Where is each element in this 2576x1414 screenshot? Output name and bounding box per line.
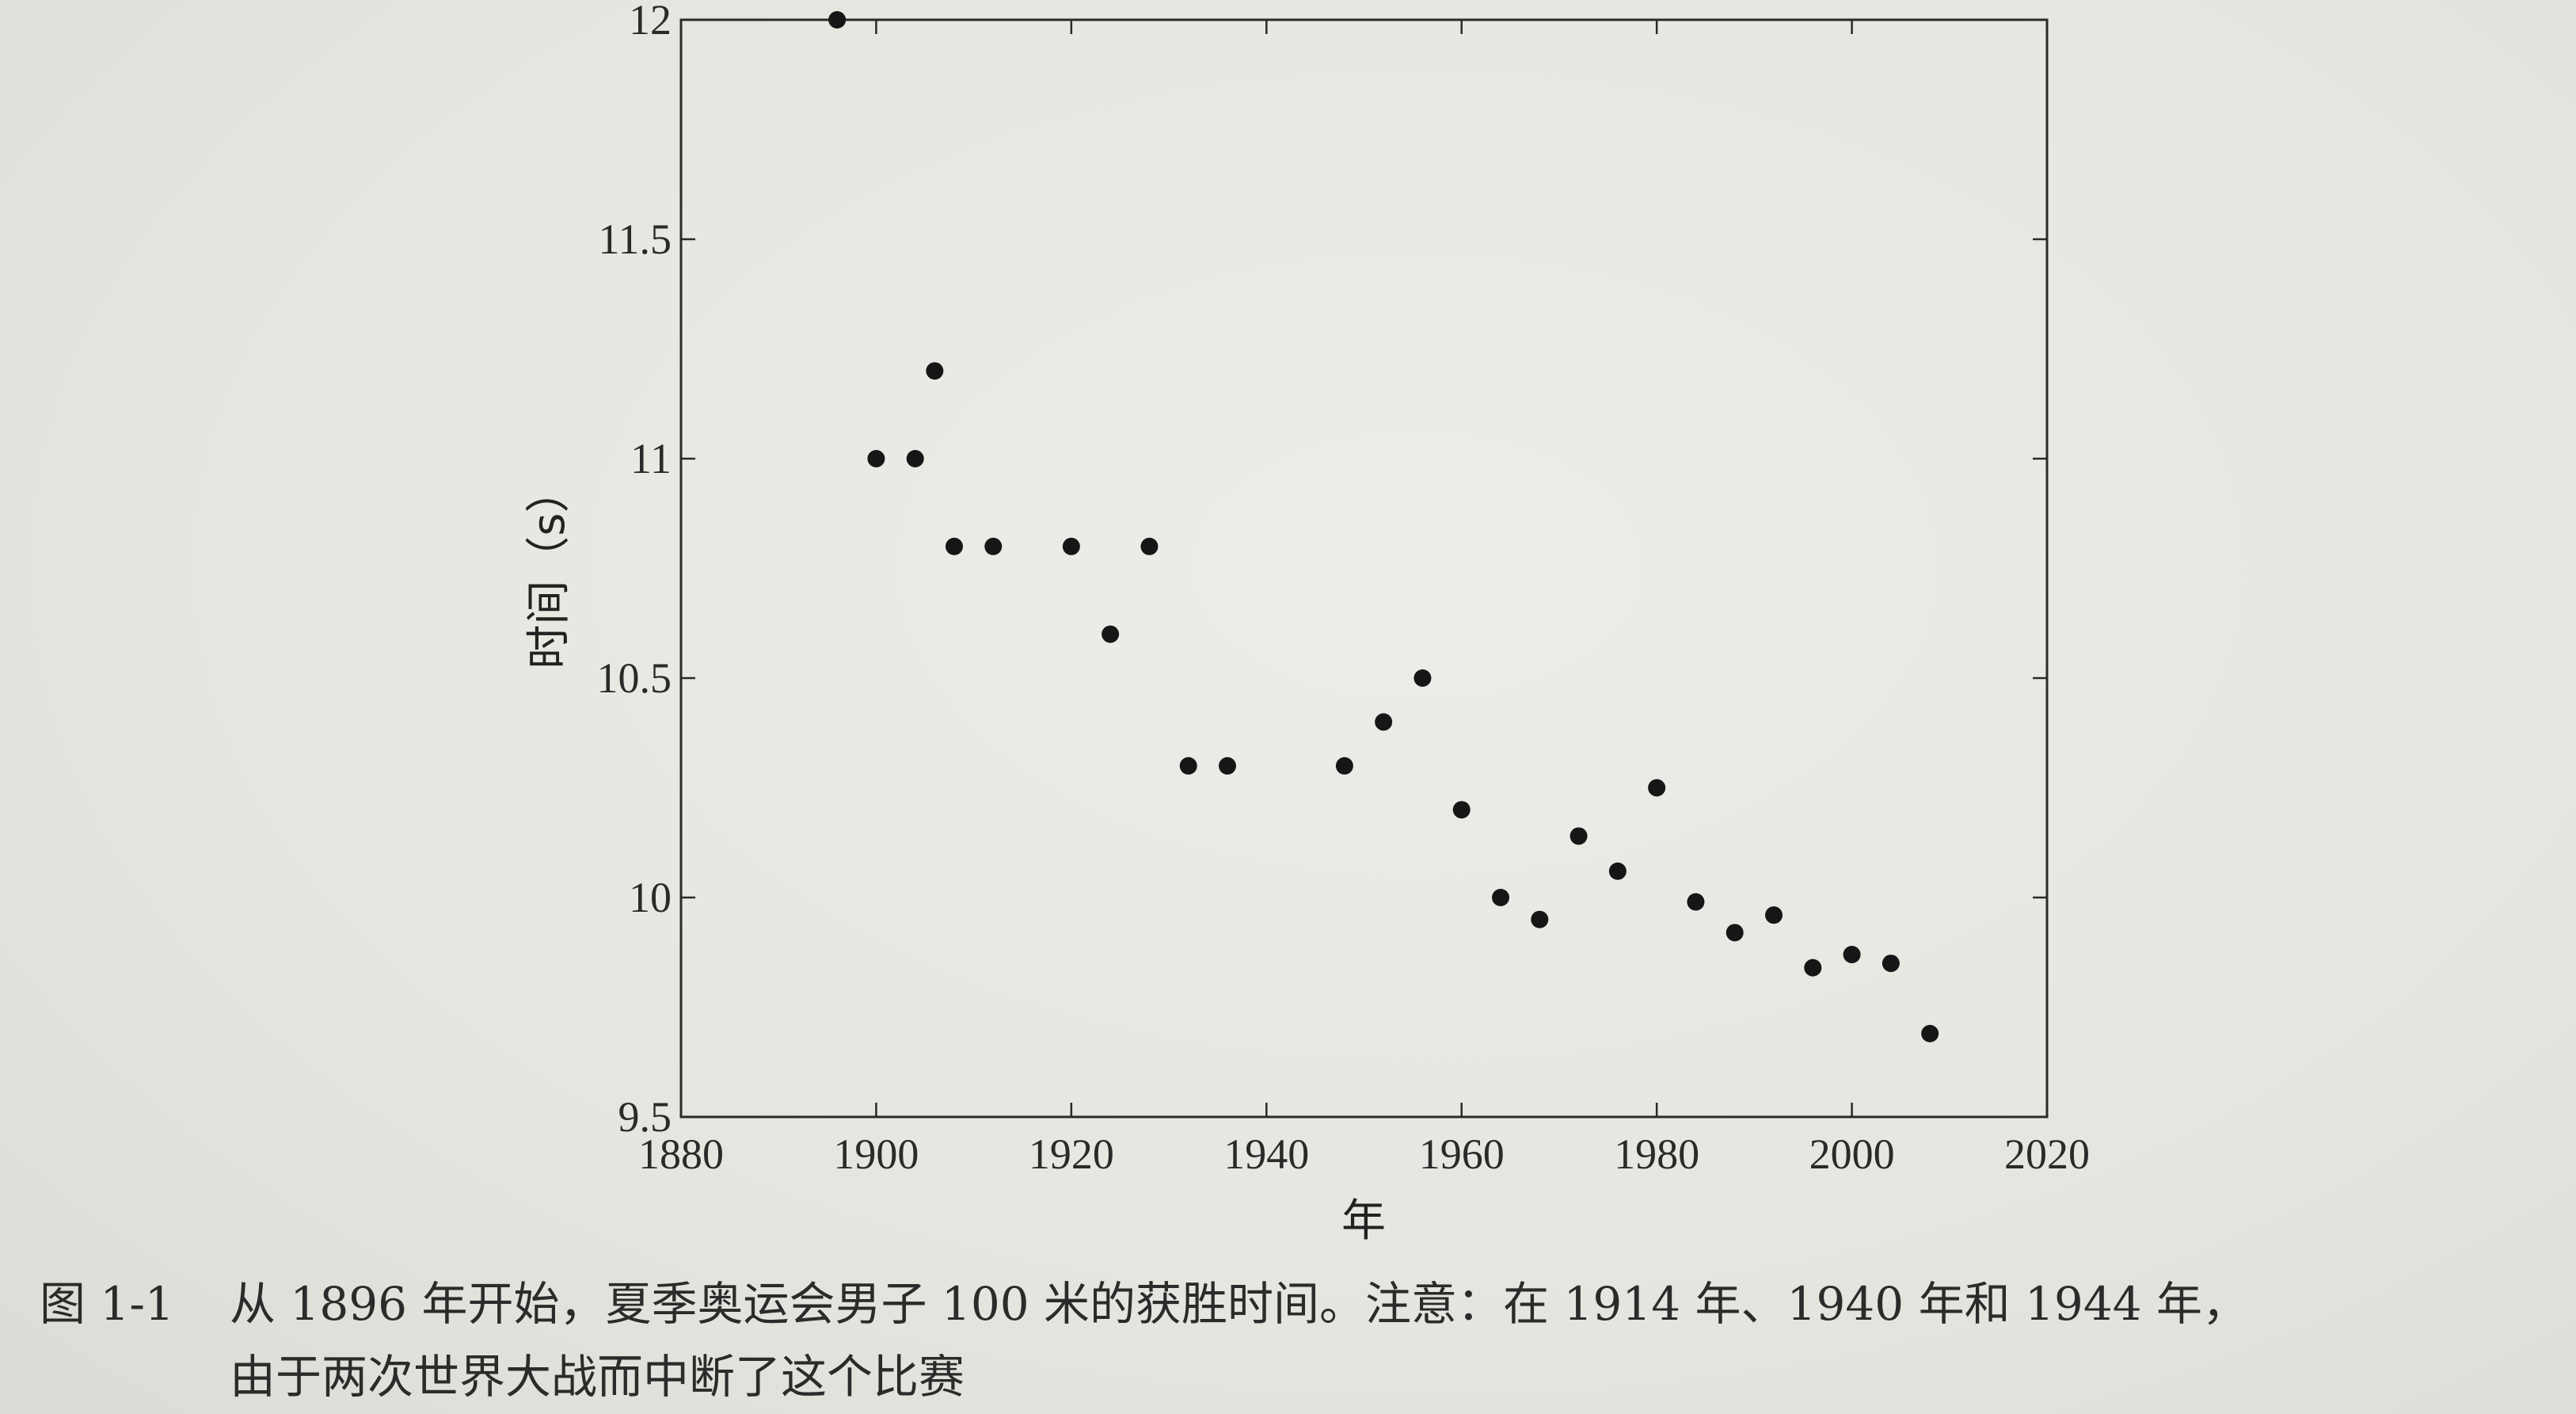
data-point xyxy=(1375,713,1393,731)
caption-line-1: 从 1896 年开始，夏季奥运会男子 100 米的获胜时间。注意：在 1914 … xyxy=(230,1277,2249,1331)
plot-axes xyxy=(679,18,2049,1119)
data-point xyxy=(984,537,1003,555)
data-point xyxy=(1608,862,1627,880)
figure-number: 图 1-1 xyxy=(40,1277,174,1331)
y-axis-label: 时间（s） xyxy=(523,468,575,669)
data-point xyxy=(828,11,847,29)
plot-frame xyxy=(679,18,2049,1119)
data-point xyxy=(1140,537,1159,555)
data-point xyxy=(1648,779,1666,797)
data-points xyxy=(828,11,1939,1042)
scatter-chart: 1880 1900 1920 1940 1960 1980 2000 2020 9.5 10 10… xyxy=(523,0,2090,1247)
caption-line-2: 由于两次世界大战而中断了这个比赛 xyxy=(230,1350,965,1404)
x-tick-label: 1940 xyxy=(1223,1130,1309,1178)
data-point xyxy=(1452,801,1471,819)
x-tick-label: 1960 xyxy=(1419,1130,1505,1178)
x-tick-label: 1900 xyxy=(833,1130,919,1178)
y-tick-label: 9.5 xyxy=(618,1093,672,1141)
data-point xyxy=(906,450,924,467)
data-point xyxy=(1531,910,1549,928)
x-tick-label: 1880 xyxy=(638,1130,724,1178)
data-point xyxy=(1102,625,1120,643)
data-point xyxy=(1062,537,1080,555)
data-point xyxy=(1882,955,1900,973)
y-tick-label: 10.5 xyxy=(597,654,672,702)
x-tick-label: 2020 xyxy=(2004,1130,2090,1178)
data-point xyxy=(946,537,963,555)
x-tick-label: 1920 xyxy=(1029,1130,1114,1178)
y-axis-ticks: 9.5 10 10.5 11 11.5 12 xyxy=(597,0,2047,1141)
data-point xyxy=(1570,827,1588,845)
y-tick-label: 10 xyxy=(629,874,672,921)
data-point xyxy=(1179,757,1197,775)
y-tick-label: 11 xyxy=(630,435,672,482)
figure-caption: 图 1-1 从 1896 年开始，夏季奥运会男子 100 米的获胜时间。注意：在 … xyxy=(40,1267,2558,1413)
data-point xyxy=(1765,906,1783,924)
x-tick-label: 2000 xyxy=(1809,1130,1895,1178)
data-point xyxy=(1687,893,1705,911)
data-point xyxy=(867,450,885,467)
data-point xyxy=(1726,924,1744,942)
data-point xyxy=(1843,946,1861,964)
data-point xyxy=(1414,669,1432,687)
y-tick-label: 11.5 xyxy=(599,215,672,263)
x-axis-ticks: 1880 1900 1920 1940 1960 1980 2000 2020 xyxy=(638,20,2090,1178)
data-point xyxy=(1219,757,1236,775)
data-point xyxy=(1804,959,1822,977)
x-tick-label: 1980 xyxy=(1614,1130,1699,1178)
data-point xyxy=(926,362,944,380)
data-point xyxy=(1492,889,1509,906)
y-tick-label: 12 xyxy=(629,0,672,44)
x-axis-label: 年 xyxy=(1341,1195,1386,1247)
data-point xyxy=(1921,1024,1939,1042)
data-point xyxy=(1335,757,1353,775)
